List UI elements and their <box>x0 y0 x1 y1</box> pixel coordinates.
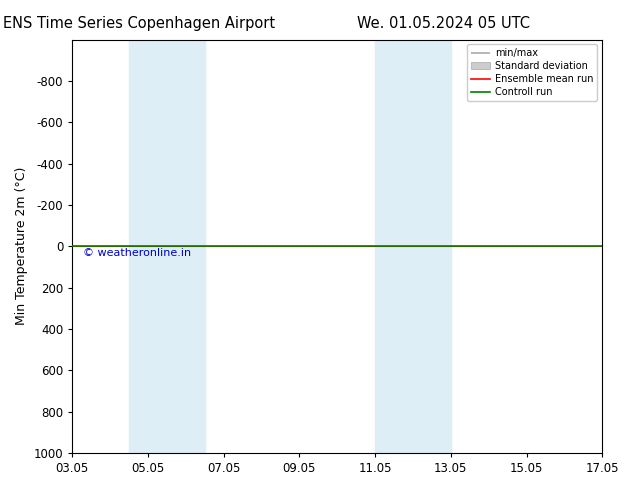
Text: ENS Time Series Copenhagen Airport: ENS Time Series Copenhagen Airport <box>3 16 276 31</box>
Bar <box>129 40 205 453</box>
Bar <box>375 40 451 453</box>
Legend: min/max, Standard deviation, Ensemble mean run, Controll run: min/max, Standard deviation, Ensemble me… <box>467 45 597 101</box>
Text: We. 01.05.2024 05 UTC: We. 01.05.2024 05 UTC <box>358 16 530 31</box>
Text: © weatheronline.in: © weatheronline.in <box>83 248 191 258</box>
Y-axis label: Min Temperature 2m (°C): Min Temperature 2m (°C) <box>15 167 28 325</box>
